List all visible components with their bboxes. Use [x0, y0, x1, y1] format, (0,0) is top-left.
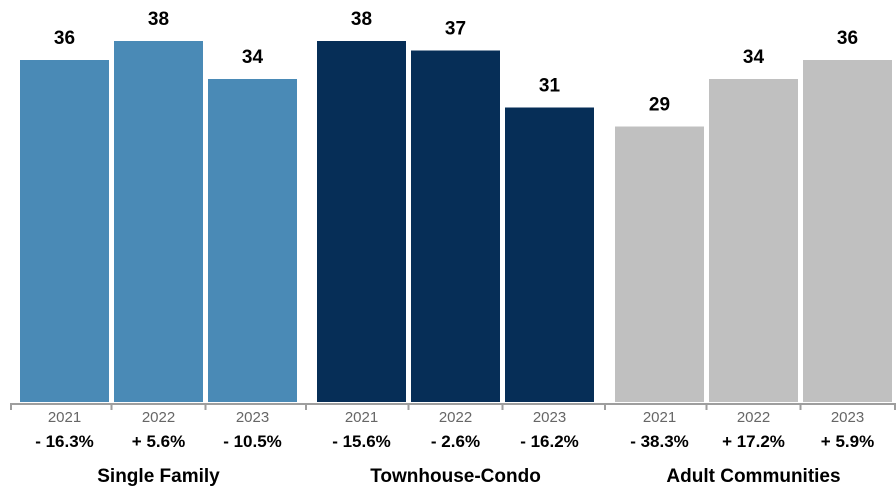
- value-label-2-2: 36: [837, 28, 858, 49]
- value-label-0-0: 36: [54, 28, 75, 49]
- bar-0-0: [20, 60, 109, 402]
- year-label-1-0: 2021: [345, 409, 378, 426]
- bar-0-2: [208, 79, 297, 402]
- labels-layer: 36 2021 - 16.3% 38 2022 + 5.6% 34 2023 - 10.5%Si…: [35, 9, 874, 487]
- value-label-1-1: 37: [445, 19, 466, 40]
- year-label-0-2: 2023: [236, 409, 269, 426]
- group-label-1: Townhouse-Condo: [370, 466, 541, 487]
- bars-layer: [20, 41, 892, 402]
- bar-1-2: [505, 107, 594, 402]
- year-label-2-2: 2023: [831, 409, 864, 426]
- x-axis: [10, 403, 896, 410]
- group-label-2: Adult Communities: [666, 466, 840, 487]
- change-label-1-2: - 16.2%: [520, 432, 579, 451]
- change-label-2-2: + 5.9%: [821, 432, 874, 451]
- year-label-1-1: 2022: [439, 409, 472, 426]
- value-label-2-1: 34: [743, 47, 765, 68]
- bar-0-1: [114, 41, 203, 402]
- change-label-0-0: - 16.3%: [35, 432, 94, 451]
- bar-1-1: [411, 50, 500, 402]
- value-label-0-1: 38: [148, 9, 169, 30]
- change-label-2-0: - 38.3%: [630, 432, 689, 451]
- bar-2-0: [615, 126, 704, 402]
- value-label-1-2: 31: [539, 76, 561, 97]
- change-label-0-2: - 10.5%: [223, 432, 282, 451]
- value-label-2-0: 29: [649, 95, 670, 116]
- bar-2-2: [803, 60, 892, 402]
- change-label-2-1: + 17.2%: [722, 432, 785, 451]
- group-label-0: Single Family: [97, 466, 220, 487]
- change-label-0-1: + 5.6%: [132, 432, 185, 451]
- year-label-2-1: 2022: [737, 409, 770, 426]
- change-label-1-1: - 2.6%: [431, 432, 480, 451]
- value-label-1-0: 38: [351, 9, 372, 30]
- change-label-1-0: - 15.6%: [332, 432, 391, 451]
- year-label-1-2: 2023: [533, 409, 566, 426]
- value-label-0-2: 34: [242, 47, 264, 68]
- year-label-0-0: 2021: [48, 409, 81, 426]
- bar-2-1: [709, 79, 798, 402]
- bar-1-0: [317, 41, 406, 402]
- year-label-0-1: 2022: [142, 409, 175, 426]
- year-label-2-0: 2021: [643, 409, 676, 426]
